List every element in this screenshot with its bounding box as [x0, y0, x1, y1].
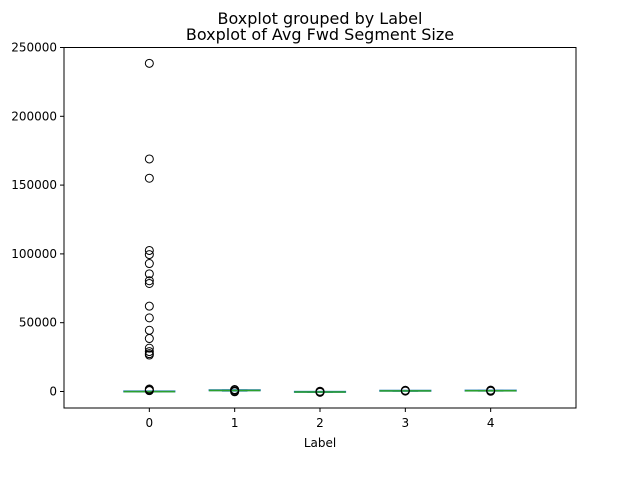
chart-title: Boxplot of Avg Fwd Segment Size [186, 25, 454, 44]
outlier-point [144, 250, 154, 260]
y-tick-label: 200000 [11, 109, 57, 123]
outlier-point [144, 334, 154, 344]
outlier-point [144, 245, 154, 255]
outlier-point [400, 386, 410, 396]
axes: 0 50000 100000 150000 200000 250000 0 1 2 3 4 [11, 41, 494, 431]
box-group-3 [379, 385, 432, 396]
outlier-point [144, 278, 154, 288]
x-tick-label: 4 [487, 416, 495, 430]
x-tick-label: 2 [316, 416, 324, 430]
outlier-point [144, 343, 154, 353]
y-tick-label: 250000 [11, 41, 57, 55]
outlier-point [144, 269, 154, 279]
x-tick-label: 0 [146, 416, 154, 430]
outlier-point [230, 387, 240, 397]
y-tick-label: 100000 [11, 247, 57, 261]
outlier-point [315, 387, 325, 397]
y-tick-label: 0 [49, 384, 57, 398]
outlier-point [144, 325, 154, 335]
x-tick-label: 3 [402, 416, 410, 430]
outlier-point [144, 276, 154, 286]
outlier-point [144, 154, 154, 164]
box-group-4 [464, 385, 517, 396]
plot-frame [63, 47, 577, 409]
outlier-point [144, 347, 154, 357]
outlier-point [486, 386, 496, 396]
outlier-point [144, 350, 154, 360]
box-group-2 [293, 386, 347, 397]
outlier-point [144, 386, 154, 396]
y-tick-label: 150000 [11, 178, 57, 192]
outlier-point [144, 58, 154, 68]
outlier-point [144, 301, 154, 311]
box-group-0 [123, 58, 176, 396]
outlier-point [144, 259, 154, 269]
outlier-point [144, 173, 154, 183]
y-tick-label: 50000 [19, 316, 57, 330]
x-tick-label: 1 [231, 416, 239, 430]
plot-area [123, 58, 517, 397]
chart-suptitle: Boxplot grouped by Label [218, 9, 423, 28]
x-axis-label: Label [304, 436, 336, 450]
outlier-point [144, 313, 154, 323]
box-group-1 [208, 385, 261, 397]
